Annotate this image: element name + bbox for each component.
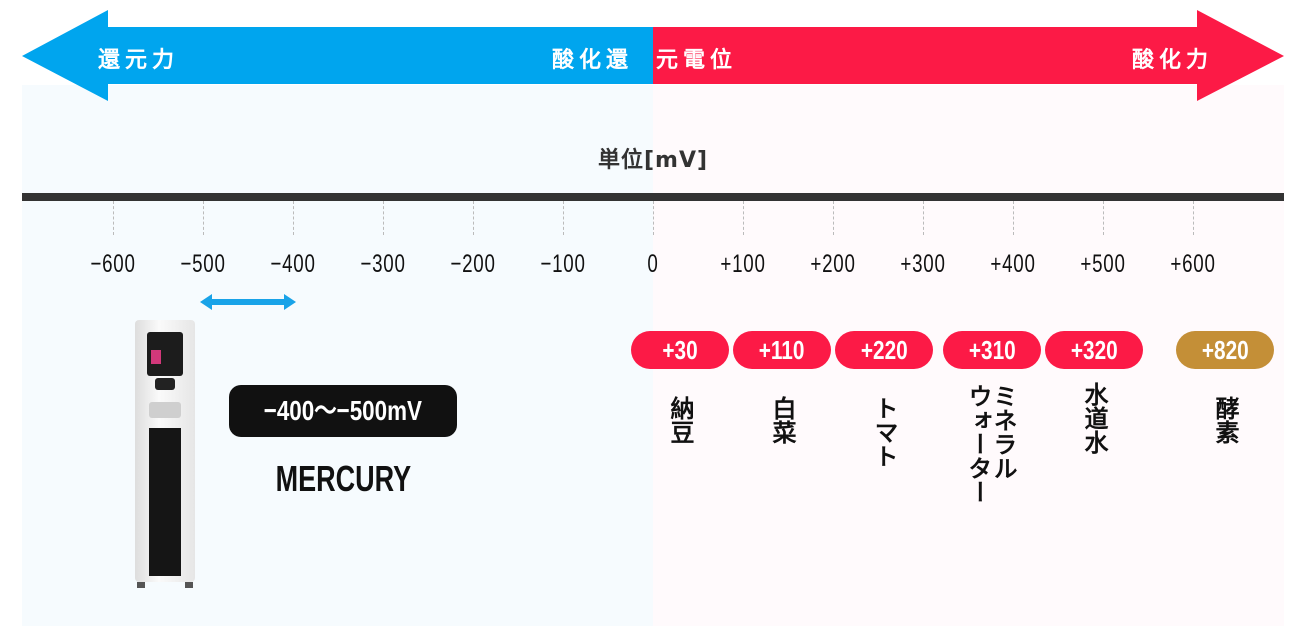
product-range-text: −400〜−500mV — [263, 395, 423, 426]
orp-value-badge: +310 — [943, 331, 1041, 369]
orp-title-blue: 酸化還 — [552, 48, 634, 73]
orp-value-badge: +30 — [631, 331, 729, 369]
axis-tick — [833, 201, 834, 235]
axis-tick — [743, 201, 744, 235]
orp-value-badge: +820 — [1176, 331, 1274, 369]
item-label: トマト — [870, 396, 898, 468]
item-label: ミネラル — [989, 384, 1017, 480]
axis-tick — [653, 201, 654, 235]
orp-value-text: +30 — [662, 335, 698, 365]
item-label: 納豆 — [666, 396, 694, 444]
orp-value-text: +110 — [759, 335, 805, 365]
orp-value-text: +310 — [968, 335, 1016, 365]
item-label: ウォーター — [964, 384, 992, 504]
orp-value-text: +320 — [1070, 335, 1118, 365]
unit-label: 単位[mV] — [597, 148, 709, 173]
orp-value-badge: +320 — [1045, 331, 1143, 369]
product-name-text: MERCURY — [275, 458, 411, 499]
oxidation-arrow — [653, 10, 1284, 101]
axis-tick-label: −600 — [90, 250, 136, 278]
reduction-panel — [22, 85, 653, 626]
axis-tick-label: +500 — [1080, 250, 1126, 278]
axis-tick-label: +300 — [900, 250, 946, 278]
axis-tick — [923, 201, 924, 235]
orp-value-badge: +110 — [733, 331, 831, 369]
product-range-badge: −400〜−500mV — [229, 385, 457, 437]
axis-tick-label: +200 — [810, 250, 856, 278]
item-label: 白菜 — [768, 396, 796, 444]
axis-tick-label: −400 — [270, 250, 316, 278]
axis-tick-label: −100 — [540, 250, 586, 278]
axis-tick-label: 0 — [647, 250, 659, 278]
axis-tick — [203, 201, 204, 235]
reduction-arrow — [22, 10, 653, 101]
item-label: 酵素 — [1211, 396, 1239, 444]
oxidation-label: 酸化力 — [1132, 48, 1214, 73]
axis-tick — [113, 201, 114, 235]
axis-tick-label: +100 — [720, 250, 766, 278]
axis-tick — [293, 201, 294, 235]
reduction-label: 還元力 — [98, 48, 180, 73]
orp-value-badge: +220 — [835, 331, 933, 369]
axis-tick-label: +400 — [990, 250, 1036, 278]
axis-tick — [1013, 201, 1014, 235]
axis-tick — [563, 201, 564, 235]
product-name: MERCURY — [229, 458, 457, 500]
axis-tick-label: +600 — [1170, 250, 1216, 278]
axis-tick-label: −300 — [360, 250, 406, 278]
water-server-image — [135, 320, 195, 588]
axis-tick-label: −200 — [450, 250, 496, 278]
axis-tick — [383, 201, 384, 235]
item-label: 水道水 — [1080, 382, 1108, 454]
orp-value-text: +220 — [860, 335, 908, 365]
axis-line — [22, 193, 1284, 201]
orp-title-red: 元電位 — [656, 48, 738, 73]
orp-direction-arrow — [22, 10, 1284, 101]
orp-value-text: +820 — [1201, 335, 1249, 365]
axis-tick — [473, 201, 474, 235]
axis-tick-label: −500 — [180, 250, 226, 278]
axis-tick — [1193, 201, 1194, 235]
axis-tick — [1103, 201, 1104, 235]
range-double-arrow — [200, 294, 296, 310]
